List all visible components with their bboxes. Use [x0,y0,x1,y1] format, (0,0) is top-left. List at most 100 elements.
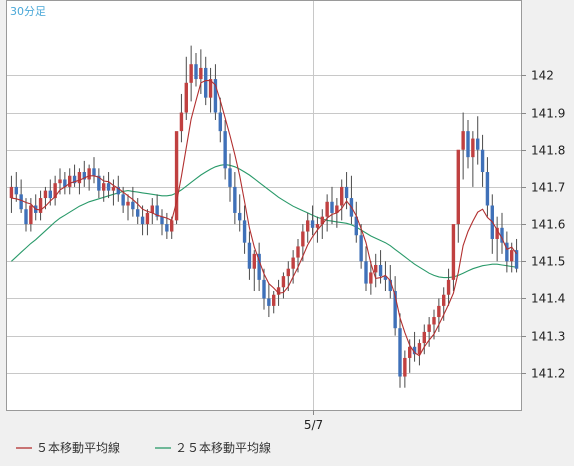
candle-body-up [199,67,203,80]
candle-body-down [383,276,388,280]
y-tick-label: 141.3 [531,330,565,344]
candle-body-up [369,272,373,284]
candle-body-up [276,287,281,295]
candle-body-up [417,343,422,355]
candle-body-up [145,212,150,225]
candle-body-up [87,168,91,180]
candle-body-down [238,212,242,221]
candle-body-down [466,131,470,158]
candle-body-down [500,227,504,243]
candle-body-down [116,186,120,195]
y-axis-ticks: 141.2 141.3 141.4 141.5 141.6 141.7 141.8 141.9… [521,69,565,381]
candle-body-up [179,112,184,132]
candle-body-down [155,205,159,217]
candle-body-up [150,205,154,213]
candle-body-up [102,183,106,191]
candle-body-down [24,209,28,225]
candle-body-down [48,190,52,199]
candle-body-down [160,216,164,225]
candle-body-down [247,242,252,269]
candle-body-up [461,131,465,150]
legend-label: ２５本移動平均線 [175,440,271,455]
candle-body-down [19,194,23,210]
candle-body-down [393,291,397,329]
y-tick-label: 141.2 [531,367,565,381]
candle-body-down [330,201,334,213]
candle-body-down [131,201,135,210]
candle-body-up [281,276,286,288]
candle-body-up [286,268,290,277]
candle-body-down [359,235,363,262]
x-tick-label: 5/7 [304,418,323,432]
candle-body-down [310,220,315,228]
ma5-line-layer [11,80,518,357]
candle-body-down [485,172,490,206]
candle-body-down [106,183,111,191]
candle-body-up [38,198,43,213]
y-tick-label: 141.7 [531,181,565,195]
candle-body-up [53,183,57,199]
candle-body-up [43,190,48,199]
candle-body-up [301,231,305,247]
candle-body-down [204,67,208,98]
candle-body-down [242,220,247,243]
candle-body-down [63,179,67,187]
candle-body-up [495,227,499,239]
candle-body-down [233,186,237,213]
candle-body-down [505,242,509,262]
candle-body-up [446,279,451,295]
candle-body-down [72,175,77,184]
candle-body-up [77,172,82,184]
y-tick-label: 141.8 [531,144,565,158]
candle-body-down [257,253,261,280]
ma5-line [11,80,518,357]
candle-body-up [451,224,456,280]
candle-body-down [14,186,18,195]
timeframe-label: 30分足 [10,5,46,18]
candle-body-up [437,305,441,318]
candle-body-down [97,175,101,191]
candle-body-up [29,205,33,225]
candle-body-up [291,257,295,269]
candle-body-up [126,201,130,206]
legend-label: ５本移動平均線 [36,440,120,455]
candle-body-up [315,224,320,228]
ma25-line-layer [11,164,517,279]
candle-body-up [442,294,446,306]
candle-body-down [262,279,266,299]
candle-body-up [325,201,329,217]
candle-body-up [422,331,426,344]
candle-body-down [213,79,218,113]
candle-body-up [374,264,378,273]
candle-body-up [184,82,188,113]
candle-body-down [136,209,140,217]
candle-body-up [252,253,256,269]
candle-body-down [480,149,485,173]
candle-body-up [170,220,174,232]
candle-body-down [218,112,222,132]
candle-body-up [408,346,412,358]
candle-body-down [121,194,125,206]
candle-body-down [140,216,145,225]
candle-body-down [388,279,392,292]
candle-body-down [267,298,271,306]
plot-background [6,0,522,411]
candle-body-down [165,224,169,232]
candle-body-up [306,220,310,232]
candle-body-up [403,357,407,377]
candle-body-up [272,294,276,306]
candle-body-up [58,179,62,184]
y-tick-label: 142 [531,69,554,83]
candle-body-down [364,261,368,284]
candle-body-down [228,168,232,187]
candle-body-down [82,172,86,180]
candle-body-down [223,131,227,169]
candle-body-up [432,317,436,325]
candle-body-up [320,216,324,225]
ma25-line [11,164,517,279]
candle-body-up [189,64,193,83]
y-tick-label: 141.9 [531,107,565,121]
candle-body-up [510,250,514,262]
candle-body-up [111,186,116,191]
